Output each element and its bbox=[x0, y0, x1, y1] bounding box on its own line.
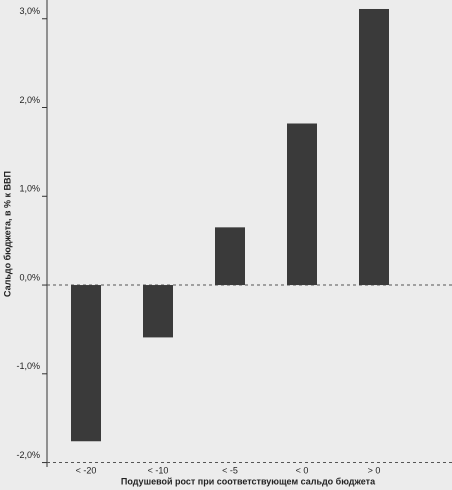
x-tick-label: < -5 bbox=[222, 465, 238, 475]
y-tick-label: 2,0% bbox=[19, 95, 40, 105]
x-tick-label: < -10 bbox=[148, 465, 169, 475]
y-tick-label: 0,0% bbox=[19, 272, 40, 282]
x-tick-label: > 0 bbox=[368, 465, 381, 475]
y-tick-label: 3,0% bbox=[19, 6, 40, 16]
y-tick-label: -1,0% bbox=[16, 361, 40, 371]
bar bbox=[287, 123, 317, 286]
x-tick-label: < 0 bbox=[296, 465, 309, 475]
y-tick-label: 1,0% bbox=[19, 184, 40, 194]
y-axis-label: Сальдо бюджета, в % к ВВП bbox=[2, 171, 12, 297]
y-tick-label: -2,0% bbox=[16, 450, 40, 460]
bar bbox=[71, 285, 101, 442]
x-axis-label: Подушевой рост при соответствующем сальд… bbox=[121, 476, 376, 486]
bar bbox=[359, 8, 389, 286]
x-tick-label: < -20 bbox=[76, 465, 97, 475]
bar bbox=[143, 285, 173, 338]
bar bbox=[215, 227, 245, 286]
